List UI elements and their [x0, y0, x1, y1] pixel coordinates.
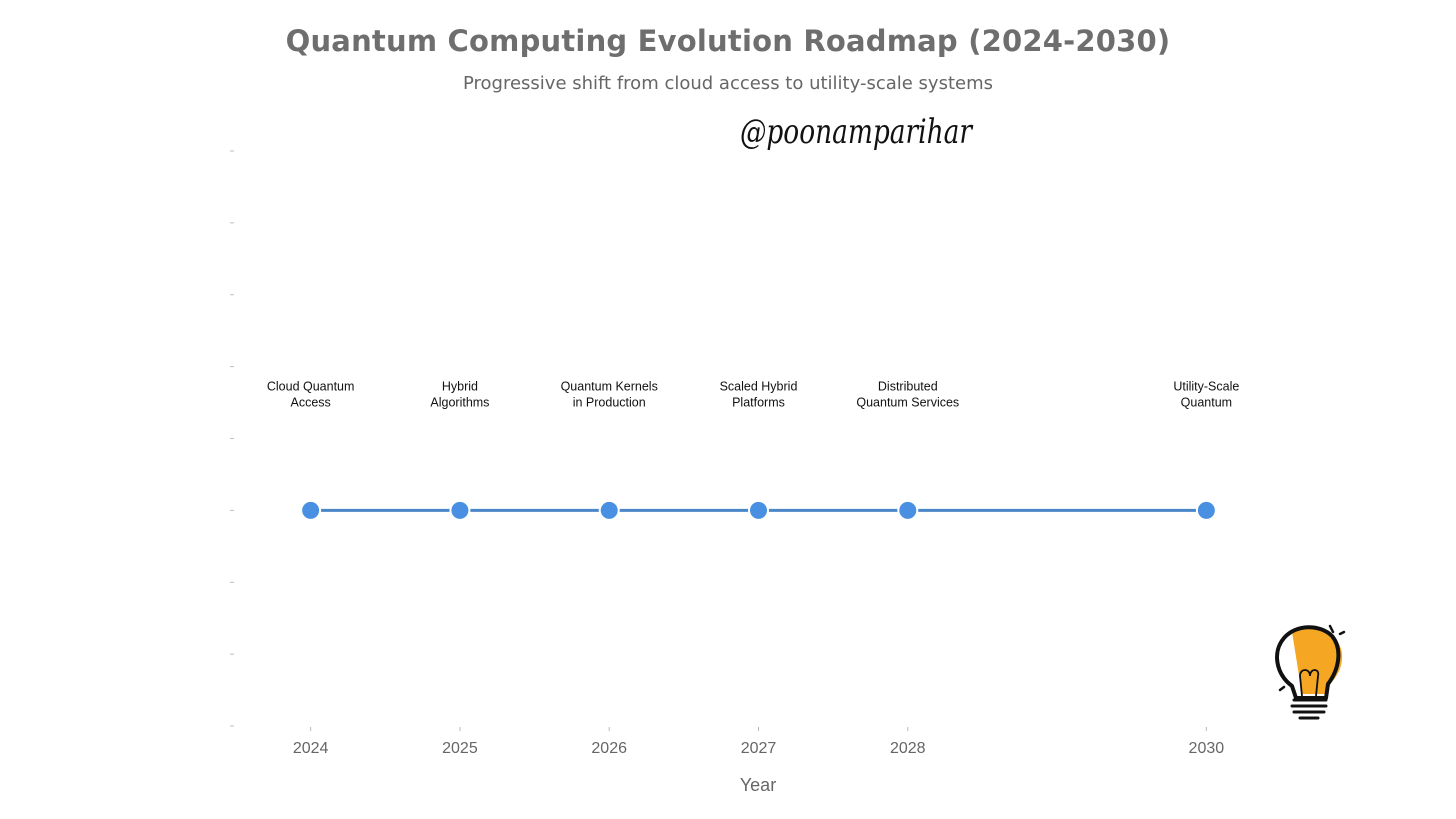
milestone-label: Utility-Scale Quantum: [1173, 380, 1239, 410]
milestone-label: Hybrid Algorithms: [430, 380, 489, 410]
milestone-label: Cloud Quantum Access: [267, 380, 355, 410]
milestone-label: Scaled Hybrid Platforms: [720, 380, 798, 410]
x-tick-label: 2028: [890, 740, 926, 757]
data-point: [449, 499, 471, 521]
series-markers: [300, 499, 1217, 521]
milestone-annotations: Cloud Quantum Access Hybrid Algorithms Quant…: [267, 380, 1240, 410]
milestone-label: Distributed Quantum Services: [856, 380, 959, 410]
milestone-label: Quantum Kernels in Production: [561, 380, 658, 410]
x-tick-label: 2026: [591, 740, 627, 757]
x-tick-label: 2024: [293, 740, 329, 757]
data-point: [748, 499, 769, 521]
x-axis-label: Year: [740, 775, 776, 795]
data-point: [598, 499, 620, 521]
lightbulb-icon: [1275, 624, 1346, 720]
data-point: [1195, 499, 1217, 521]
data-point: [300, 499, 322, 521]
chart-title: Quantum Computing Evolution Roadmap (202…: [285, 24, 1171, 58]
chart-subtitle: Progressive shift from cloud access to u…: [462, 73, 993, 94]
data-point: [897, 499, 919, 521]
y-axis-ticks: [230, 150, 234, 727]
watermark-signature: @poonamparihar: [740, 112, 973, 152]
x-tick-label: 2025: [442, 740, 478, 757]
x-tick-label: 2027: [741, 740, 777, 757]
x-axis-ticks: 2024 2025 2026 2027 2028 2030: [293, 727, 1224, 757]
x-tick-label: 2030: [1189, 740, 1225, 757]
